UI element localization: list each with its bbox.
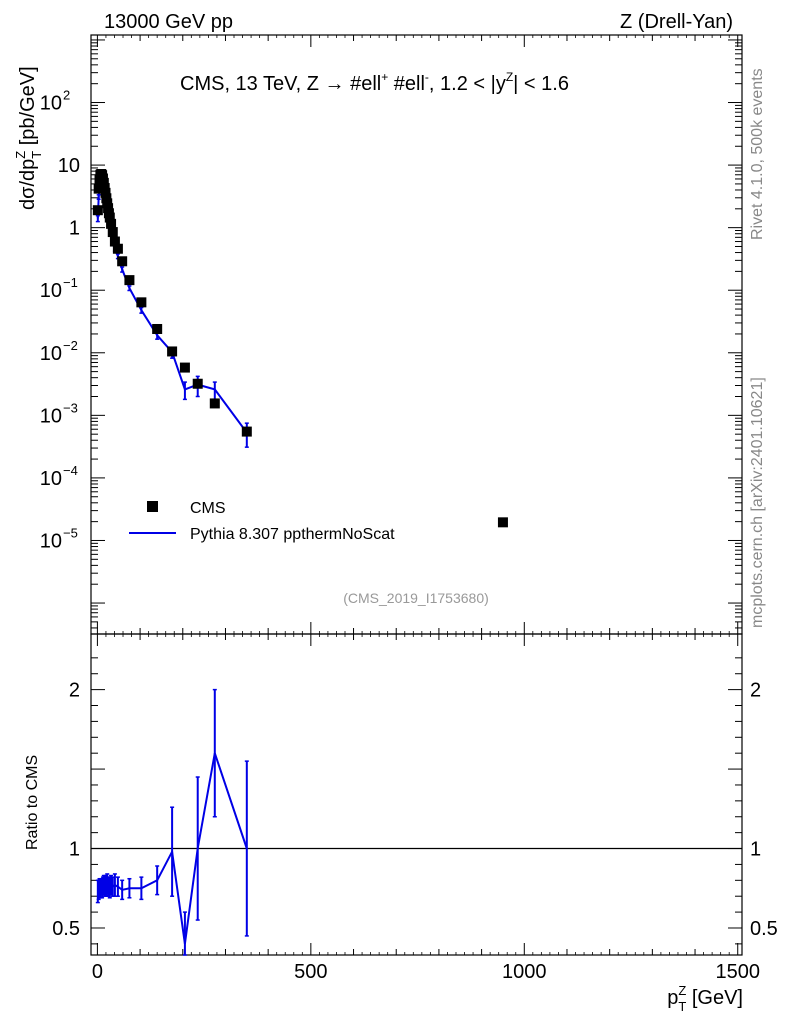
rivet-label: Rivet 4.1.0, 500k events: [749, 68, 766, 240]
y-tick-exponent: −2: [63, 338, 78, 353]
cms-data-point: [98, 177, 109, 188]
x-tick-label: 1000: [502, 961, 547, 983]
ratio-tick-label: 0.5: [52, 918, 80, 940]
main-series-layer: [92, 169, 508, 528]
ratio-tick-label-right: 1: [750, 839, 761, 861]
x-axis-label: pZ T [GeV]: [667, 983, 743, 1014]
pythia-line: [96, 180, 248, 434]
x-tick-label: 1500: [715, 961, 760, 983]
ratio-tick-label: 2: [69, 680, 80, 702]
y-tick-base: 10: [40, 405, 62, 427]
cms-data-point: [100, 187, 111, 198]
cms-data-point: [104, 212, 115, 223]
y-tick-label: 10: [40, 405, 62, 427]
cms-data-point: [241, 426, 252, 437]
y-tick-base: 10: [40, 93, 62, 115]
main-plot-frame: [90, 34, 743, 635]
y-tick-base: 10: [40, 343, 62, 365]
x-tick-labels: 0 500 1000 1500: [92, 961, 760, 983]
header-left: 13000 GeV pp: [104, 11, 233, 33]
mcplots-label: mcplots.cern.ch [arXiv:2401.10621]: [749, 377, 766, 628]
ratio-tick-label-right: 2: [750, 680, 761, 702]
cms-data-point: [179, 362, 190, 373]
y-tick-label: 10: [40, 93, 62, 115]
y-tick-label: 10: [40, 530, 62, 552]
cms-data-point: [93, 183, 104, 194]
x-tick-label: 500: [294, 961, 327, 983]
main-axis-ticks: [91, 35, 742, 634]
cms-data-point: [117, 256, 128, 267]
legend-label-pythia: Pythia 8.307 ppthermNoScat: [190, 526, 395, 543]
cms-data-point: [112, 243, 123, 254]
legend-marker-cms: [147, 501, 158, 512]
y-tick-base: 1: [69, 218, 80, 240]
y-tick-label: 10: [40, 468, 62, 490]
ratio-tick-label-right: 0.5: [750, 918, 778, 940]
cms-data-point: [106, 218, 117, 229]
header-right: Z (Drell-Yan): [620, 11, 733, 33]
y-tick-exponent: −5: [63, 525, 78, 540]
cms-data-point: [192, 378, 203, 389]
ratio-tick-label: 1: [69, 839, 80, 861]
cms-data-point: [101, 193, 112, 204]
legend-label-cms: CMS: [190, 500, 226, 517]
y-tick-exponent: −1: [63, 275, 78, 290]
cms-data-point: [136, 297, 147, 308]
cms-data-point: [107, 227, 118, 238]
y-axis-label: dσ/dpZT [pb/GeV]: [13, 66, 44, 210]
y-tick-base: 10: [40, 468, 62, 490]
y-tick-base: 10: [40, 280, 62, 302]
analysis-watermark: (CMS_2019_I1753680): [343, 590, 489, 606]
y-tick-exponent: 2: [63, 88, 70, 103]
ratio-y-axis-label: Ratio to CMS: [24, 755, 41, 850]
ratio-tick-labels: 0.5 0.5 1 1 2 2: [52, 680, 778, 940]
x-tick-label: 0: [92, 961, 103, 983]
y-tick-label: 10: [58, 155, 80, 177]
ratio-series-layer: [91, 688, 742, 956]
y-tick-label: 10: [40, 280, 62, 302]
y-tick-label: 10: [40, 343, 62, 365]
ratio-axis-ticks: [91, 634, 742, 955]
cms-data-point: [209, 398, 220, 409]
cms-data-point: [152, 323, 163, 334]
y-tick-base: 10: [58, 155, 80, 177]
cms-data-point: [109, 236, 120, 247]
cms-data-point: [103, 203, 114, 214]
y-tick-label: 1: [69, 218, 80, 240]
y-tick-exponent: −3: [63, 400, 78, 415]
cms-data-point: [124, 275, 135, 286]
plot-title: CMS, 13 TeV, Z → #ell+ #ell-, 1.2 < |yZ|…: [180, 70, 569, 95]
y-tick-exponent: −4: [63, 463, 78, 478]
cms-data-point: [167, 346, 178, 357]
y-tick-base: 10: [40, 530, 62, 552]
ratio-plot-frame: [90, 633, 743, 956]
legend: CMS Pythia 8.307 ppthermNoScat: [129, 500, 395, 543]
cms-data-point: [497, 517, 508, 528]
cms-data-point: [92, 205, 103, 216]
